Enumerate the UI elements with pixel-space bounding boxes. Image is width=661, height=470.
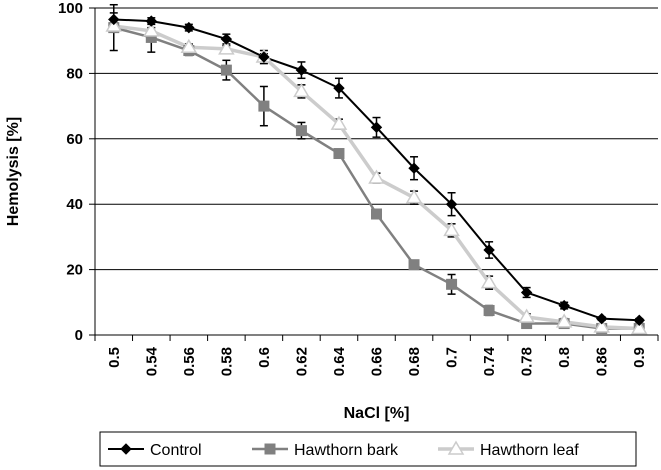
x-tick-label: 0.56 bbox=[181, 347, 198, 376]
data-point-hawthorn-bark bbox=[258, 100, 270, 112]
x-tick-label: 0.8 bbox=[556, 347, 573, 368]
x-tick-label: 0.62 bbox=[293, 347, 310, 376]
legend-label-hawthorn-bark: Hawthorn bark bbox=[294, 442, 399, 459]
x-tick-label: 0.54 bbox=[143, 346, 160, 376]
data-point-control bbox=[520, 286, 533, 299]
x-tick-label: 0.66 bbox=[369, 347, 386, 376]
data-point-hawthorn-leaf bbox=[593, 318, 611, 333]
y-axis-title: Hemolysis [%] bbox=[5, 117, 22, 226]
data-point-hawthorn-bark bbox=[371, 208, 382, 220]
data-point-hawthorn-leaf bbox=[293, 82, 310, 98]
y-tick-label: 0 bbox=[75, 327, 83, 344]
data-point-control bbox=[408, 162, 420, 174]
x-tick-label: 0.74 bbox=[481, 346, 498, 376]
data-point-control bbox=[183, 21, 195, 34]
data-point-hawthorn-leaf bbox=[368, 169, 385, 184]
series-markers bbox=[105, 13, 648, 335]
y-tick-label: 40 bbox=[66, 196, 83, 213]
data-point-hawthorn-leaf bbox=[142, 22, 160, 37]
data-point-control bbox=[220, 33, 233, 45]
x-tick-label: 0.9 bbox=[631, 347, 648, 368]
legend-box bbox=[99, 431, 637, 467]
legend-item-hawthorn-bark: Hawthorn bark bbox=[252, 442, 399, 459]
legend: Control Hawthorn bark Hawthorn leaf bbox=[99, 431, 637, 467]
data-point-hawthorn-leaf bbox=[630, 319, 648, 335]
data-point-hawthorn-leaf bbox=[330, 115, 348, 130]
y-tick-label: 60 bbox=[66, 131, 83, 148]
y-tick-label: 100 bbox=[58, 0, 83, 17]
x-tick-label: 0.68 bbox=[406, 347, 423, 376]
x-tick-label: 0.78 bbox=[519, 347, 536, 376]
x-axis-title: NaCl [%] bbox=[344, 405, 410, 422]
data-point-hawthorn-leaf bbox=[480, 274, 498, 289]
x-tick-label: 0.5 bbox=[106, 347, 123, 368]
x-tick-label: 0.7 bbox=[444, 347, 461, 368]
data-point-hawthorn-bark bbox=[408, 259, 420, 271]
data-point-control bbox=[558, 299, 570, 312]
data-point-control bbox=[595, 312, 608, 325]
x-tick-label: 0.64 bbox=[331, 346, 348, 376]
legend-item-control: Control bbox=[108, 442, 202, 459]
data-point-control bbox=[370, 121, 383, 134]
grid-lines bbox=[95, 7, 658, 271]
data-point-control bbox=[445, 198, 458, 210]
data-point-control bbox=[483, 244, 495, 256]
legend-label-control: Control bbox=[150, 442, 202, 459]
data-point-hawthorn-leaf bbox=[555, 313, 573, 328]
data-point-control bbox=[145, 15, 158, 27]
data-point-control bbox=[258, 51, 270, 63]
data-point-control bbox=[295, 64, 308, 76]
legend-marker-control bbox=[120, 443, 132, 455]
x-axis-ticks: 0.5 0.54 0.56 0.58 0.6 0.62 0.64 0.66 0.68 0.7 0.7… bbox=[94, 335, 659, 376]
legend-label-hawthorn-leaf: Hawthorn leaf bbox=[480, 442, 579, 459]
data-point-hawthorn-bark bbox=[483, 304, 495, 316]
data-point-control bbox=[633, 314, 645, 326]
data-point-hawthorn-leaf bbox=[443, 221, 460, 237]
data-point-control bbox=[108, 13, 120, 26]
legend-marker-hawthorn-leaf bbox=[447, 440, 465, 455]
legend-item-hawthorn-leaf: Hawthorn leaf bbox=[438, 440, 579, 459]
legend-marker-hawthorn-bark bbox=[264, 443, 276, 455]
data-point-hawthorn-leaf bbox=[218, 40, 235, 55]
y-axis-ticks: 0 20 40 60 80 100 bbox=[58, 0, 95, 344]
y-tick-label: 20 bbox=[66, 262, 83, 279]
data-point-hawthorn-bark bbox=[295, 125, 307, 137]
y-tick-label: 80 bbox=[66, 65, 83, 82]
data-point-hawthorn-bark bbox=[333, 148, 345, 160]
x-tick-label: 0.58 bbox=[218, 347, 235, 376]
x-tick-label: 0.6 bbox=[256, 347, 273, 368]
data-point-hawthorn-leaf bbox=[180, 38, 198, 53]
plot-frame bbox=[94, 8, 658, 336]
data-point-hawthorn-leaf bbox=[405, 189, 423, 204]
data-point-hawthorn-leaf bbox=[518, 308, 535, 323]
data-point-control bbox=[333, 82, 345, 94]
data-point-hawthorn-bark bbox=[220, 64, 232, 76]
x-tick-label: 0.86 bbox=[594, 347, 611, 376]
data-point-hawthorn-bark bbox=[446, 278, 458, 290]
